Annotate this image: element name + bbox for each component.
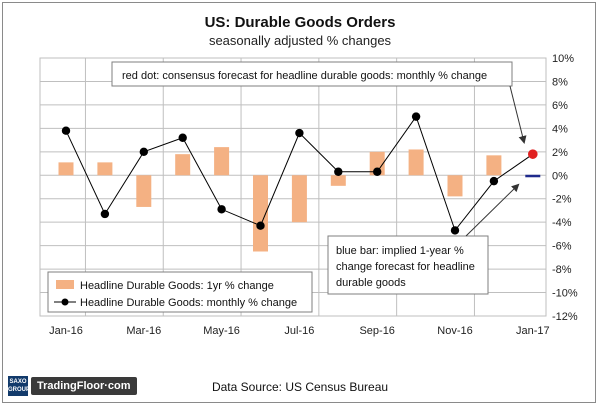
line-point	[61, 126, 71, 135]
bar	[253, 175, 268, 252]
line-point	[489, 176, 499, 186]
y-tick-label: 6%	[552, 100, 568, 112]
legend-box	[47, 271, 313, 313]
consensus-forecast-dot	[528, 149, 538, 159]
y-tick-label: -4%	[552, 217, 572, 229]
legend-swatch-marker	[61, 298, 69, 306]
line-point	[295, 128, 304, 138]
red-dot-annotation-box	[111, 61, 513, 87]
bar	[369, 151, 385, 176]
line-point	[178, 133, 187, 142]
line-point	[373, 167, 382, 176]
y-axis-ticks: 10% 8% 6% 4% 2% 0% -2% -4% -6% -8% -10% -12%	[552, 53, 578, 323]
y-tick-label: 4%	[552, 123, 568, 135]
line-series	[61, 112, 538, 235]
bar	[330, 175, 346, 186]
x-tick-label: Jan-17	[516, 325, 550, 337]
blue-bar-annotation-box	[327, 235, 489, 295]
line-point	[100, 209, 110, 219]
y-tick-label: -12%	[552, 311, 578, 323]
y-tick-label: -8%	[552, 264, 572, 276]
red-dot-annotation: red dot: consensus forecast for headline…	[111, 61, 527, 144]
y-tick-label: 2%	[552, 147, 568, 159]
chart-title: US: Durable Goods Orders	[204, 14, 396, 31]
bar	[486, 155, 502, 176]
line-point	[256, 221, 265, 230]
x-tick-label: Sep-16	[359, 325, 394, 337]
x-tick-label: Jul-16	[284, 325, 314, 337]
legend-label-line: Headline Durable Goods: monthly % change	[80, 297, 297, 309]
y-tick-label: 0%	[552, 170, 568, 182]
y-tick-label: -2%	[552, 194, 572, 206]
blue-bar-annotation-line-2: change forecast for headline	[336, 261, 475, 273]
bar	[175, 154, 191, 176]
legend: Headline Durable Goods: 1yr % change Hea…	[47, 271, 313, 313]
bar	[214, 147, 230, 176]
x-tick-label: Jan-16	[49, 325, 83, 337]
y-tick-label: -10%	[552, 288, 578, 300]
line-point	[217, 205, 226, 214]
x-axis-ticks: Jan-16 Mar-16 May-16 Jul-16 Sep-16 Nov-16 Jan-…	[49, 325, 549, 337]
y-tick-label: 8%	[552, 76, 568, 88]
implied-forecast-bar	[525, 174, 541, 178]
bar	[58, 162, 74, 176]
bar	[447, 175, 463, 197]
saxo-logo-box: SAXO GROUP	[8, 376, 30, 396]
line-point	[334, 167, 343, 176]
chart-subtitle: seasonally adjusted % changes	[208, 33, 392, 48]
data-source: Data Source: US Census Bureau	[211, 380, 389, 394]
blue-bar-arrow	[465, 183, 520, 237]
blue-bar-annotation-line-3: durable goods	[336, 277, 406, 289]
red-dot-arrow	[509, 85, 527, 144]
x-tick-label: May-16	[203, 325, 240, 337]
legend-swatch-bar	[56, 280, 74, 289]
x-tick-label: Mar-16	[126, 325, 161, 337]
line-point	[139, 147, 148, 157]
bar	[97, 162, 113, 176]
tradingfloor-logo: SAXO GROUP TradingFloor·com	[8, 376, 137, 396]
bar	[291, 175, 307, 223]
tradingfloor-logo-text: TradingFloor·com	[31, 377, 137, 395]
red-dot-annotation-text: red dot: consensus forecast for headline…	[122, 70, 487, 82]
x-tick-label: Nov-16	[437, 325, 472, 337]
bar	[136, 175, 152, 207]
blue-bar-annotation-line-1: blue bar: implied 1-year %	[336, 245, 464, 257]
y-tick-label: -6%	[552, 241, 572, 253]
bar	[408, 149, 424, 176]
bar-series	[58, 147, 541, 252]
y-tick-label: 10%	[552, 53, 574, 65]
line-point	[411, 112, 421, 121]
legend-label-bar: Headline Durable Goods: 1yr % change	[80, 280, 274, 292]
line-point	[450, 226, 460, 235]
blue-bar-annotation: blue bar: implied 1-year % change foreca…	[327, 183, 520, 295]
